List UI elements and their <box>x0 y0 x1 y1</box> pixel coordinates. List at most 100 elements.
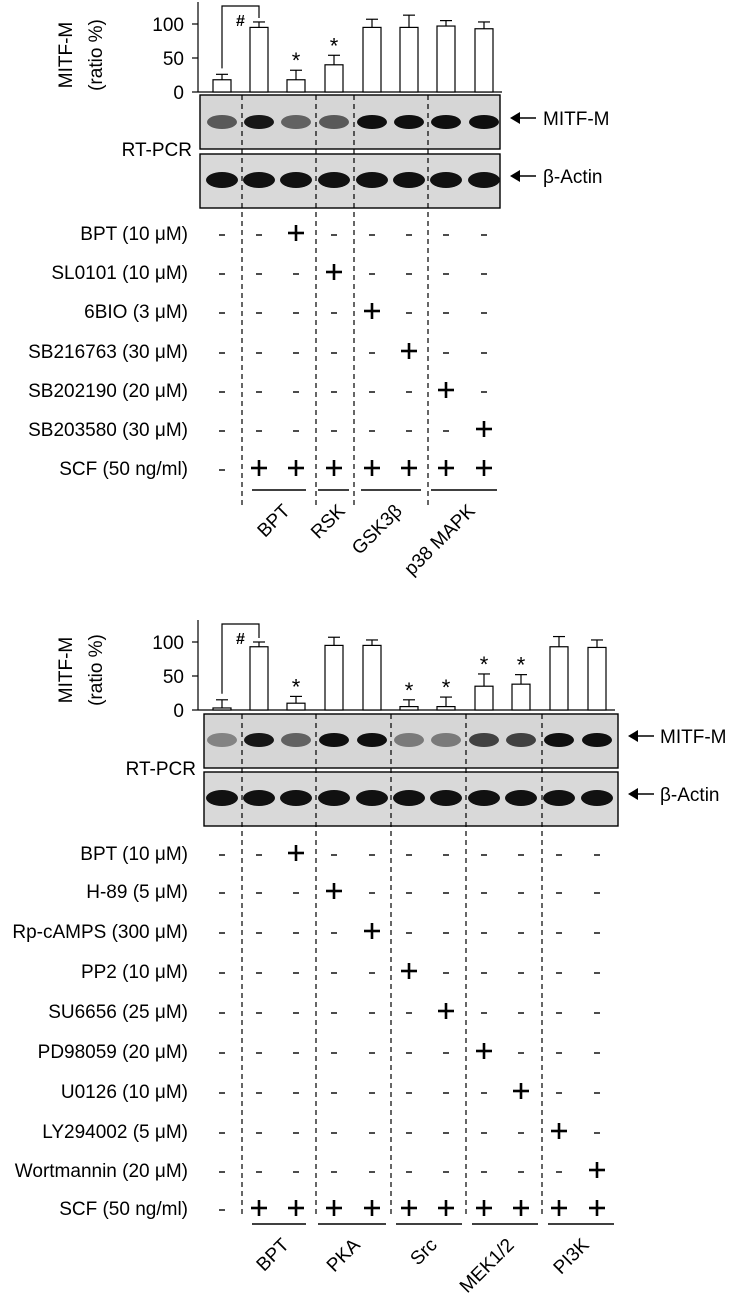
panel-b: 100 50 0 MITF-M (ratio %) * * * * * # RT-PCR MITF-M β… <box>12 620 726 1297</box>
significance-bracket <box>221 623 260 694</box>
bar <box>436 25 456 93</box>
treatment-label: SB216763 (30 μM) <box>28 342 188 363</box>
band-mitf-m <box>244 733 274 747</box>
band-mitf-m <box>281 115 311 129</box>
band-beta-actin <box>243 790 275 806</box>
bar <box>362 644 382 711</box>
band-mitf-m <box>506 733 536 747</box>
band-mitf-m <box>469 733 499 747</box>
bar <box>324 644 344 711</box>
y-axis-label-line2: (ratio %) <box>86 634 107 706</box>
bar <box>362 26 382 93</box>
band-beta-actin <box>505 790 537 806</box>
band-mitf-m <box>469 115 499 129</box>
bar <box>474 685 494 711</box>
significance-hash: # <box>236 631 245 648</box>
y-tick-label: 100 <box>152 633 184 654</box>
band-mitf-m <box>357 733 387 747</box>
band-label-beta-actin: β-Actin <box>660 785 720 806</box>
bar <box>436 705 456 711</box>
group-label: GSK3β <box>348 501 406 559</box>
band-mitf-m <box>582 733 612 747</box>
significance-star: * <box>480 652 489 677</box>
treatment-label: U0126 (10 μM) <box>61 1082 188 1103</box>
band-mitf-m <box>431 733 461 747</box>
band-beta-actin <box>206 790 238 806</box>
band-beta-actin <box>318 790 350 806</box>
y-tick-label: 50 <box>163 667 184 688</box>
band-beta-actin <box>356 790 388 806</box>
band-beta-actin <box>206 172 238 188</box>
band-mitf-m <box>394 733 424 747</box>
band-mitf-m <box>207 115 237 129</box>
method-label: RT-PCR <box>126 759 196 780</box>
treatment-label: Wortmannin (20 μM) <box>15 1161 188 1182</box>
bar <box>249 26 269 93</box>
significance-hash: # <box>236 13 245 30</box>
arrow-head <box>628 788 638 800</box>
bar <box>549 646 569 711</box>
band-beta-actin <box>468 172 500 188</box>
band-mitf-m <box>357 115 387 129</box>
treatment-label: PD98059 (20 μM) <box>38 1042 188 1063</box>
band-label-beta-actin: β-Actin <box>543 167 603 188</box>
treatment-label: BPT (10 μM) <box>80 224 188 245</box>
y-tick-label: 50 <box>163 49 184 70</box>
y-axis-label-line2: (ratio %) <box>86 19 107 91</box>
band-beta-actin <box>243 172 275 188</box>
bar <box>286 79 306 93</box>
bar <box>212 707 232 711</box>
band-beta-actin <box>430 172 462 188</box>
band-beta-actin <box>280 790 312 806</box>
significance-star: * <box>292 48 301 73</box>
treatment-label: BPT (10 μM) <box>80 844 188 865</box>
bar <box>474 28 494 93</box>
treatment-label: SU6656 (25 μM) <box>48 1002 188 1023</box>
bar <box>286 702 306 711</box>
band-beta-actin <box>393 790 425 806</box>
bar <box>249 646 269 711</box>
significance-star: * <box>405 678 414 703</box>
band-mitf-m <box>394 115 424 129</box>
band-beta-actin <box>318 172 350 188</box>
group-label: PI3K <box>550 1235 594 1279</box>
band-mitf-m <box>431 115 461 129</box>
significance-star: * <box>517 653 526 678</box>
treatment-label: PP2 (10 μM) <box>81 962 188 983</box>
group-label: PKA <box>323 1235 365 1277</box>
group-label: p38 MAPK <box>401 501 480 580</box>
group-label: BPT <box>253 1235 294 1276</box>
y-axis-label-line1: MITF-M <box>56 22 77 88</box>
band-beta-actin <box>543 790 575 806</box>
band-beta-actin <box>280 172 312 188</box>
method-label: RT-PCR <box>122 140 192 161</box>
bar <box>511 683 531 711</box>
bar <box>399 705 419 711</box>
y-tick-label: 0 <box>173 701 184 722</box>
band-mitf-m <box>207 733 237 747</box>
band-beta-actin <box>430 790 462 806</box>
band-label-mitf-m: MITF-M <box>660 727 726 748</box>
arrow-head <box>510 112 520 124</box>
treatment-label: H-89 (5 μM) <box>86 882 188 903</box>
treatment-label: SL0101 (10 μM) <box>51 263 188 284</box>
treatment-label: SCF (50 ng/ml) <box>59 1199 188 1220</box>
arrow-head <box>510 170 520 182</box>
group-label: BPT <box>254 501 295 542</box>
group-label: RSK <box>307 501 350 544</box>
group-label: MEK1/2 <box>456 1235 519 1298</box>
band-beta-actin <box>356 172 388 188</box>
treatment-label: SCF (50 ng/ml) <box>59 459 188 480</box>
treatment-label: Rp-cAMPS (300 μM) <box>12 922 188 943</box>
treatment-label: SB203580 (30 μM) <box>28 420 188 441</box>
panel-a: 100 50 0 MITF-M (ratio %) * * # RT-PCR MITF-M β-Ac… <box>28 2 609 580</box>
group-label: Src <box>407 1235 442 1270</box>
bar <box>324 64 344 93</box>
bar <box>399 26 419 93</box>
y-axis-label-line1: MITF-M <box>56 637 77 703</box>
band-mitf-m <box>244 115 274 129</box>
y-tick-label: 0 <box>173 83 184 104</box>
treatment-label: LY294002 (5 μM) <box>42 1122 188 1143</box>
significance-star: * <box>330 33 339 58</box>
band-beta-actin <box>393 172 425 188</box>
